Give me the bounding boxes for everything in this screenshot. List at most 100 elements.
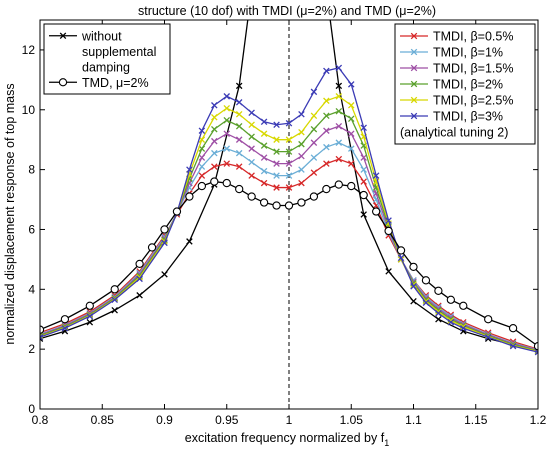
data-point bbox=[334, 180, 343, 189]
y-tick-label: 8 bbox=[28, 163, 35, 177]
data-point bbox=[223, 105, 231, 112]
x-tick-label: 0.8 bbox=[32, 413, 49, 427]
legend-swatch-marker bbox=[410, 80, 418, 88]
data-point bbox=[260, 130, 268, 137]
series-group bbox=[40, 20, 538, 356]
x-tick-label: 1 bbox=[286, 413, 293, 427]
data-point bbox=[235, 136, 243, 143]
y-tick-label: 0 bbox=[28, 402, 35, 416]
data-point bbox=[86, 318, 94, 326]
data-point bbox=[360, 211, 367, 218]
data-point bbox=[136, 292, 143, 299]
y-tick-label: 10 bbox=[22, 103, 36, 117]
data-point bbox=[298, 166, 305, 173]
data-point bbox=[298, 110, 305, 118]
plot-frame bbox=[39, 19, 539, 410]
series-b3 bbox=[40, 64, 538, 356]
data-point bbox=[223, 130, 231, 137]
data-point bbox=[310, 88, 318, 96]
x-tick-label: 1.05 bbox=[340, 413, 364, 427]
data-point bbox=[273, 160, 280, 167]
data-point bbox=[211, 163, 218, 170]
data-point bbox=[61, 324, 69, 332]
data-point bbox=[186, 166, 193, 173]
data-point bbox=[223, 116, 231, 124]
data-point bbox=[85, 301, 94, 310]
data-point bbox=[235, 82, 243, 90]
legend-label: TMDI, β=1% bbox=[433, 46, 503, 60]
data-point bbox=[371, 207, 381, 216]
y-tick-label: 6 bbox=[28, 222, 35, 236]
data-point bbox=[385, 217, 392, 224]
data-point bbox=[396, 246, 406, 255]
legend-entry-b05: TMDI, β=0.5% bbox=[400, 30, 513, 44]
data-point bbox=[284, 201, 294, 210]
x-tick-label: 1.1 bbox=[405, 413, 422, 427]
legend-swatch-marker bbox=[410, 64, 418, 72]
data-point bbox=[360, 178, 367, 185]
data-point bbox=[273, 136, 280, 143]
data-point bbox=[111, 306, 118, 314]
legend-swatch-marker bbox=[410, 96, 418, 104]
x-tick-label: 1.15 bbox=[464, 413, 488, 427]
data-point bbox=[347, 81, 355, 88]
data-point bbox=[309, 192, 319, 201]
y-tick-label: 2 bbox=[28, 342, 35, 356]
data-point bbox=[347, 181, 356, 191]
data-point bbox=[421, 276, 431, 285]
data-point bbox=[323, 67, 330, 75]
legend-label: without bbox=[81, 29, 122, 43]
y-axis-label: normalized displacement response of top … bbox=[3, 83, 17, 344]
data-point bbox=[110, 285, 119, 294]
data-point bbox=[298, 128, 305, 136]
data-point bbox=[310, 139, 318, 146]
data-point bbox=[211, 113, 218, 121]
data-point bbox=[198, 145, 206, 152]
data-point bbox=[534, 348, 538, 356]
data-point bbox=[285, 119, 293, 127]
series-line-tmd bbox=[40, 180, 538, 347]
data-point bbox=[210, 177, 219, 186]
data-point bbox=[323, 127, 330, 134]
legend-label: TMD, μ=2% bbox=[82, 76, 149, 90]
axis-ticks: 0.8 0.85 0.9 0.95 1 1.05 1.1 1.15 1.2 0 2 4 6 8 10 12 bbox=[22, 20, 547, 427]
data-point bbox=[259, 198, 269, 207]
data-point bbox=[198, 163, 206, 170]
legend-label: supplemental bbox=[82, 45, 156, 59]
legend-label: TMDI, β=1.5% bbox=[433, 62, 513, 76]
data-point bbox=[172, 207, 182, 216]
data-point bbox=[211, 102, 218, 109]
data-point bbox=[459, 301, 468, 310]
legend-entry-b3: TMDI, β=3% bbox=[400, 110, 503, 124]
data-point bbox=[60, 315, 70, 324]
data-point bbox=[235, 122, 243, 130]
data-point bbox=[260, 118, 268, 125]
legend-entry-b15: TMDI, β=1.5% bbox=[400, 62, 513, 76]
series-tmd bbox=[40, 177, 538, 351]
data-point bbox=[285, 160, 293, 167]
data-point bbox=[347, 115, 355, 123]
legend-right: TMDI, β=0.5% TMDI, β=1% TMDI, β=1.5% TMDI, … bbox=[394, 23, 536, 145]
data-point bbox=[260, 167, 268, 175]
data-point bbox=[223, 145, 231, 152]
data-point bbox=[185, 192, 194, 201]
series-line-without bbox=[40, 20, 538, 350]
data-point bbox=[484, 333, 492, 341]
data-point bbox=[223, 93, 231, 100]
data-point bbox=[447, 318, 455, 326]
legend-entry-b25: TMDI, β=2.5% bbox=[400, 94, 513, 108]
data-point bbox=[409, 262, 418, 272]
data-point bbox=[285, 136, 293, 143]
legend-swatch-marker bbox=[410, 32, 418, 40]
data-point bbox=[347, 130, 355, 137]
data-point bbox=[446, 295, 455, 304]
data-point bbox=[360, 154, 367, 161]
data-point bbox=[248, 145, 255, 152]
x-tick-label: 0.9 bbox=[156, 413, 173, 427]
data-point bbox=[198, 154, 206, 161]
chart-title: structure (10 dof) with TMDI (μ=2%) and … bbox=[138, 4, 436, 18]
data-point bbox=[260, 179, 268, 187]
